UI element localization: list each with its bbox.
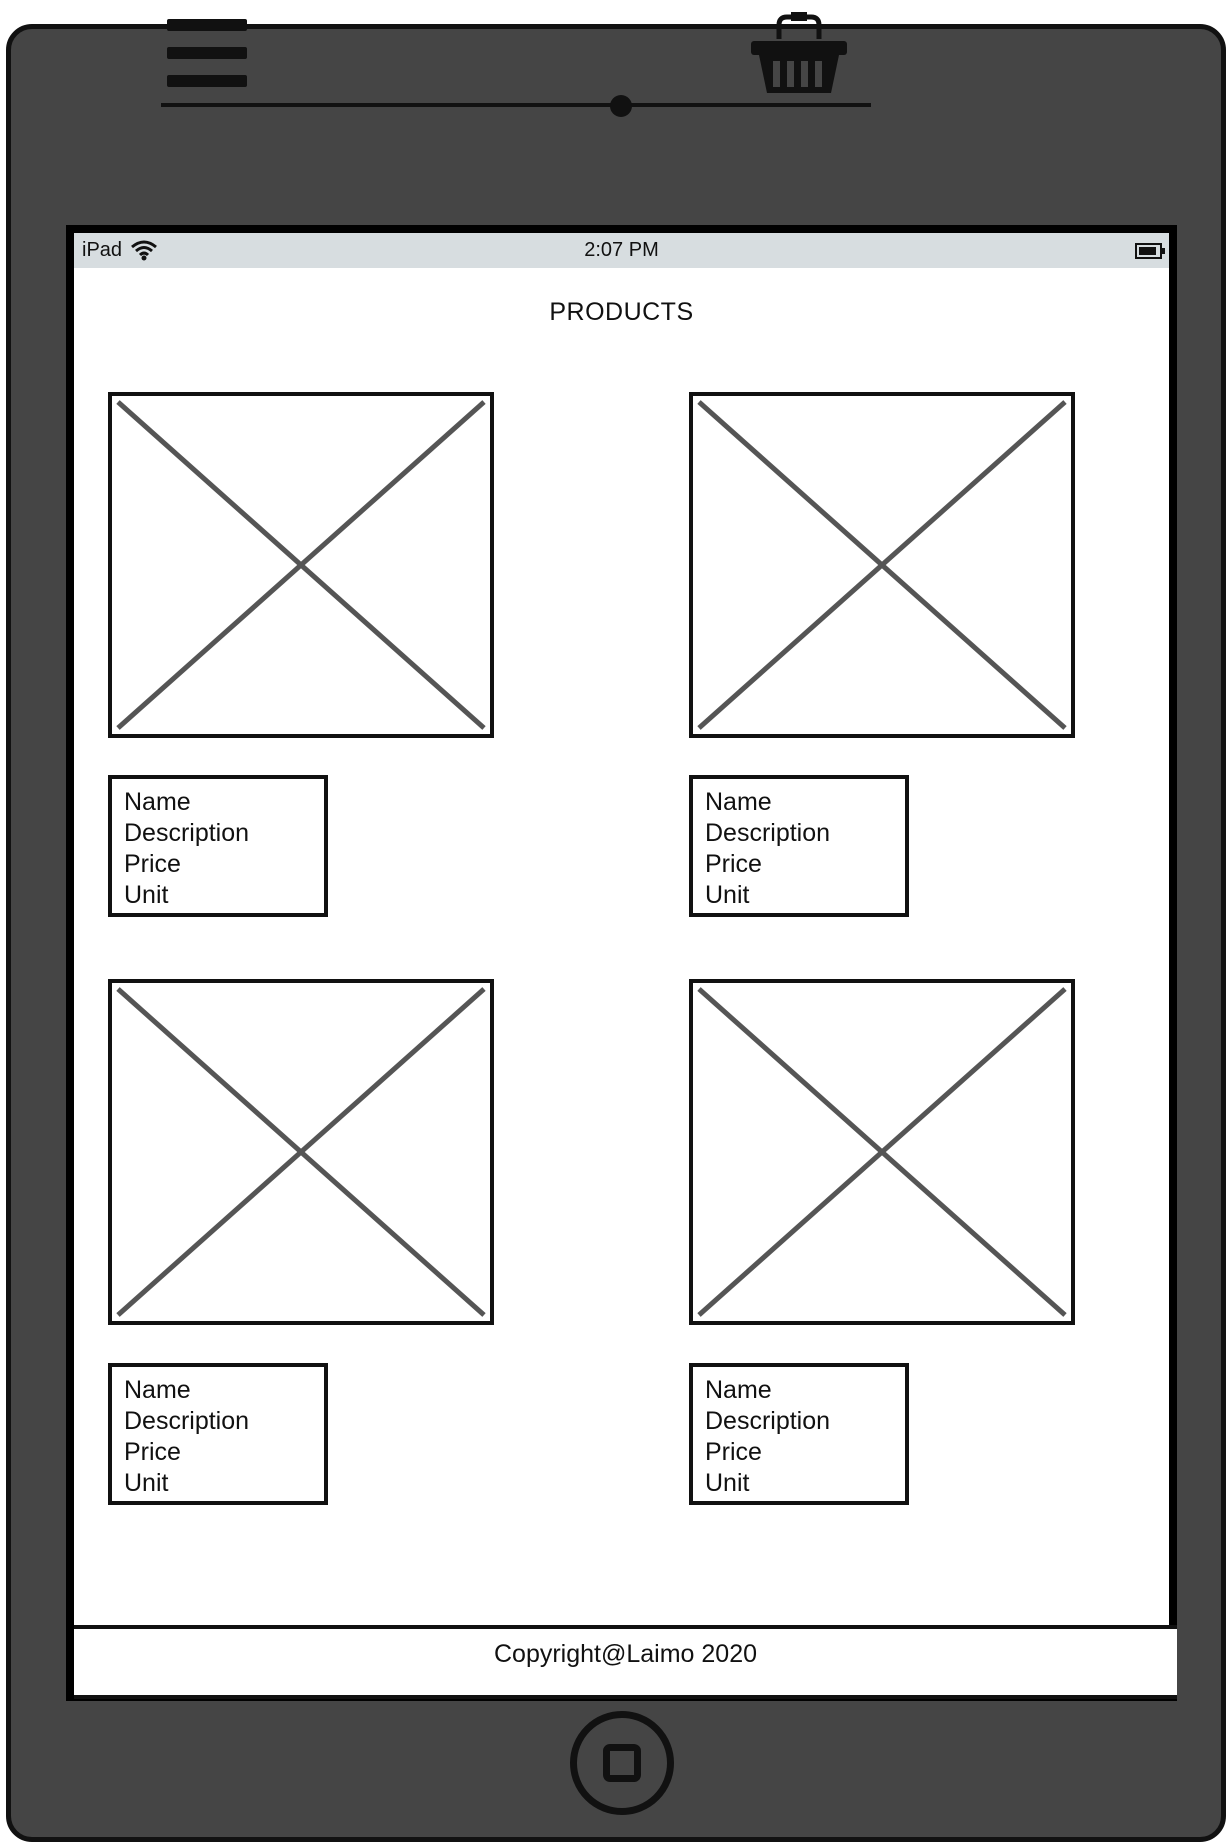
slider-handle[interactable]: [610, 95, 632, 117]
product-unit: Unit: [124, 881, 169, 909]
product-info-box: Name Description Price Unit: [689, 775, 909, 917]
product-unit: Unit: [705, 881, 750, 909]
status-bar: iPad 2:07 PM: [74, 233, 1169, 268]
device-label: iPad: [82, 239, 123, 261]
product-info-box: Name Description Price Unit: [108, 1363, 328, 1505]
product-image-placeholder[interactable]: [108, 979, 494, 1325]
product-name: Name: [705, 788, 772, 816]
product-price: Price: [705, 1438, 762, 1466]
tablet-frame: iPad 2:07 PM PRODUCTS: [6, 12, 1226, 1842]
product-unit: Unit: [124, 1469, 169, 1497]
product-description: Description: [705, 819, 831, 847]
battery-icon: [1135, 243, 1165, 264]
home-square-icon: [603, 1744, 641, 1782]
hamburger-menu-icon[interactable]: [165, 17, 249, 89]
product-info-box: Name Description Price Unit: [108, 775, 328, 917]
page-footer: Copyright@Laimo 2020: [74, 1625, 1177, 1699]
product-price: Price: [124, 850, 181, 878]
shopping-basket-icon[interactable]: [749, 11, 849, 101]
product-description: Description: [124, 819, 250, 847]
product-description: Description: [705, 1407, 831, 1435]
copyright-text: Copyright@Laimo 2020: [493, 1640, 758, 1668]
page-title: PRODUCTS: [549, 298, 694, 326]
product-price: Price: [124, 1438, 181, 1466]
product-name: Name: [124, 1376, 191, 1404]
status-time: 2:07 PM: [584, 239, 659, 261]
product-info-box: Name Description Price Unit: [689, 1363, 909, 1505]
product-image-placeholder[interactable]: [689, 979, 1075, 1325]
tablet-screen: iPad 2:07 PM PRODUCTS: [66, 225, 1177, 1701]
product-description: Description: [124, 1407, 250, 1435]
product-price: Price: [705, 850, 762, 878]
product-name: Name: [124, 788, 191, 816]
product-name: Name: [705, 1376, 772, 1404]
home-button[interactable]: [570, 1711, 674, 1815]
product-image-placeholder[interactable]: [689, 392, 1075, 738]
wifi-icon: [130, 239, 158, 266]
product-unit: Unit: [705, 1469, 750, 1497]
header-divider-line: [161, 103, 871, 107]
product-image-placeholder[interactable]: [108, 392, 494, 738]
